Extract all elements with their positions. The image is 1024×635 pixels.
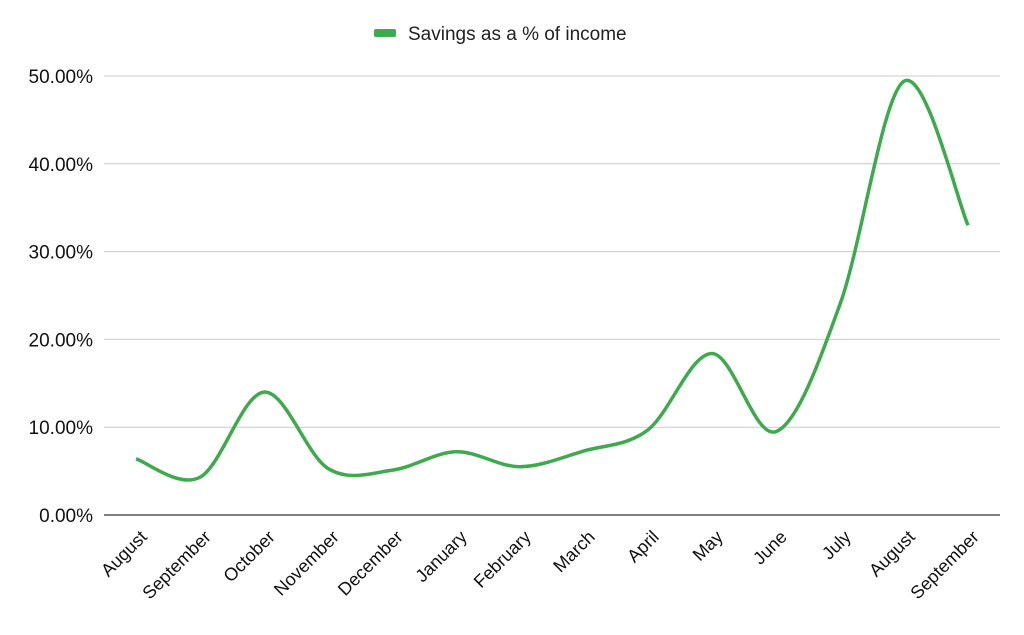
x-tick-label: May [689,527,727,565]
legend-label: Savings as a % of income [408,24,627,45]
data-point [261,389,267,395]
x-tick-label: August [97,527,151,581]
y-tick-label: 20.00% [29,330,94,351]
x-tick-label: March [549,527,599,577]
y-tick-label: 50.00% [29,67,94,88]
x-tick-label: November [270,527,343,600]
data-point [453,449,459,455]
data-point [773,429,779,435]
series-group [133,78,971,482]
x-tick-label: February [470,527,535,592]
x-tick-label: September [906,527,982,603]
data-point [325,465,331,471]
data-point [133,456,139,462]
x-tick-label: July [818,527,855,564]
x-tick-label: September [138,527,214,603]
y-tick-label: 10.00% [29,418,94,439]
y-axis-ticks: 0.00% 10.00% 20.00% 30.00% 40.00% 50.00% [29,67,94,527]
data-point [709,350,715,356]
gridlines [104,75,1000,516]
x-tick-label: August [865,527,919,581]
data-point [389,467,395,473]
legend: Savings as a % of income [374,24,627,45]
legend-swatch [374,29,396,37]
x-tick-label: April [623,527,663,567]
x-tick-label: June [749,527,791,569]
series-line [135,78,970,482]
data-point [517,464,523,470]
data-point [197,474,203,480]
data-point [645,427,651,433]
data-point [901,78,907,84]
y-tick-label: 40.00% [29,155,94,176]
data-point [965,222,971,228]
data-point [581,448,587,454]
x-tick-label: December [334,527,407,600]
y-tick-label: 0.00% [39,506,93,527]
data-point [837,301,843,307]
x-tick-label: October [219,527,278,586]
y-tick-label: 30.00% [29,243,94,264]
x-tick-label: January [411,527,470,586]
